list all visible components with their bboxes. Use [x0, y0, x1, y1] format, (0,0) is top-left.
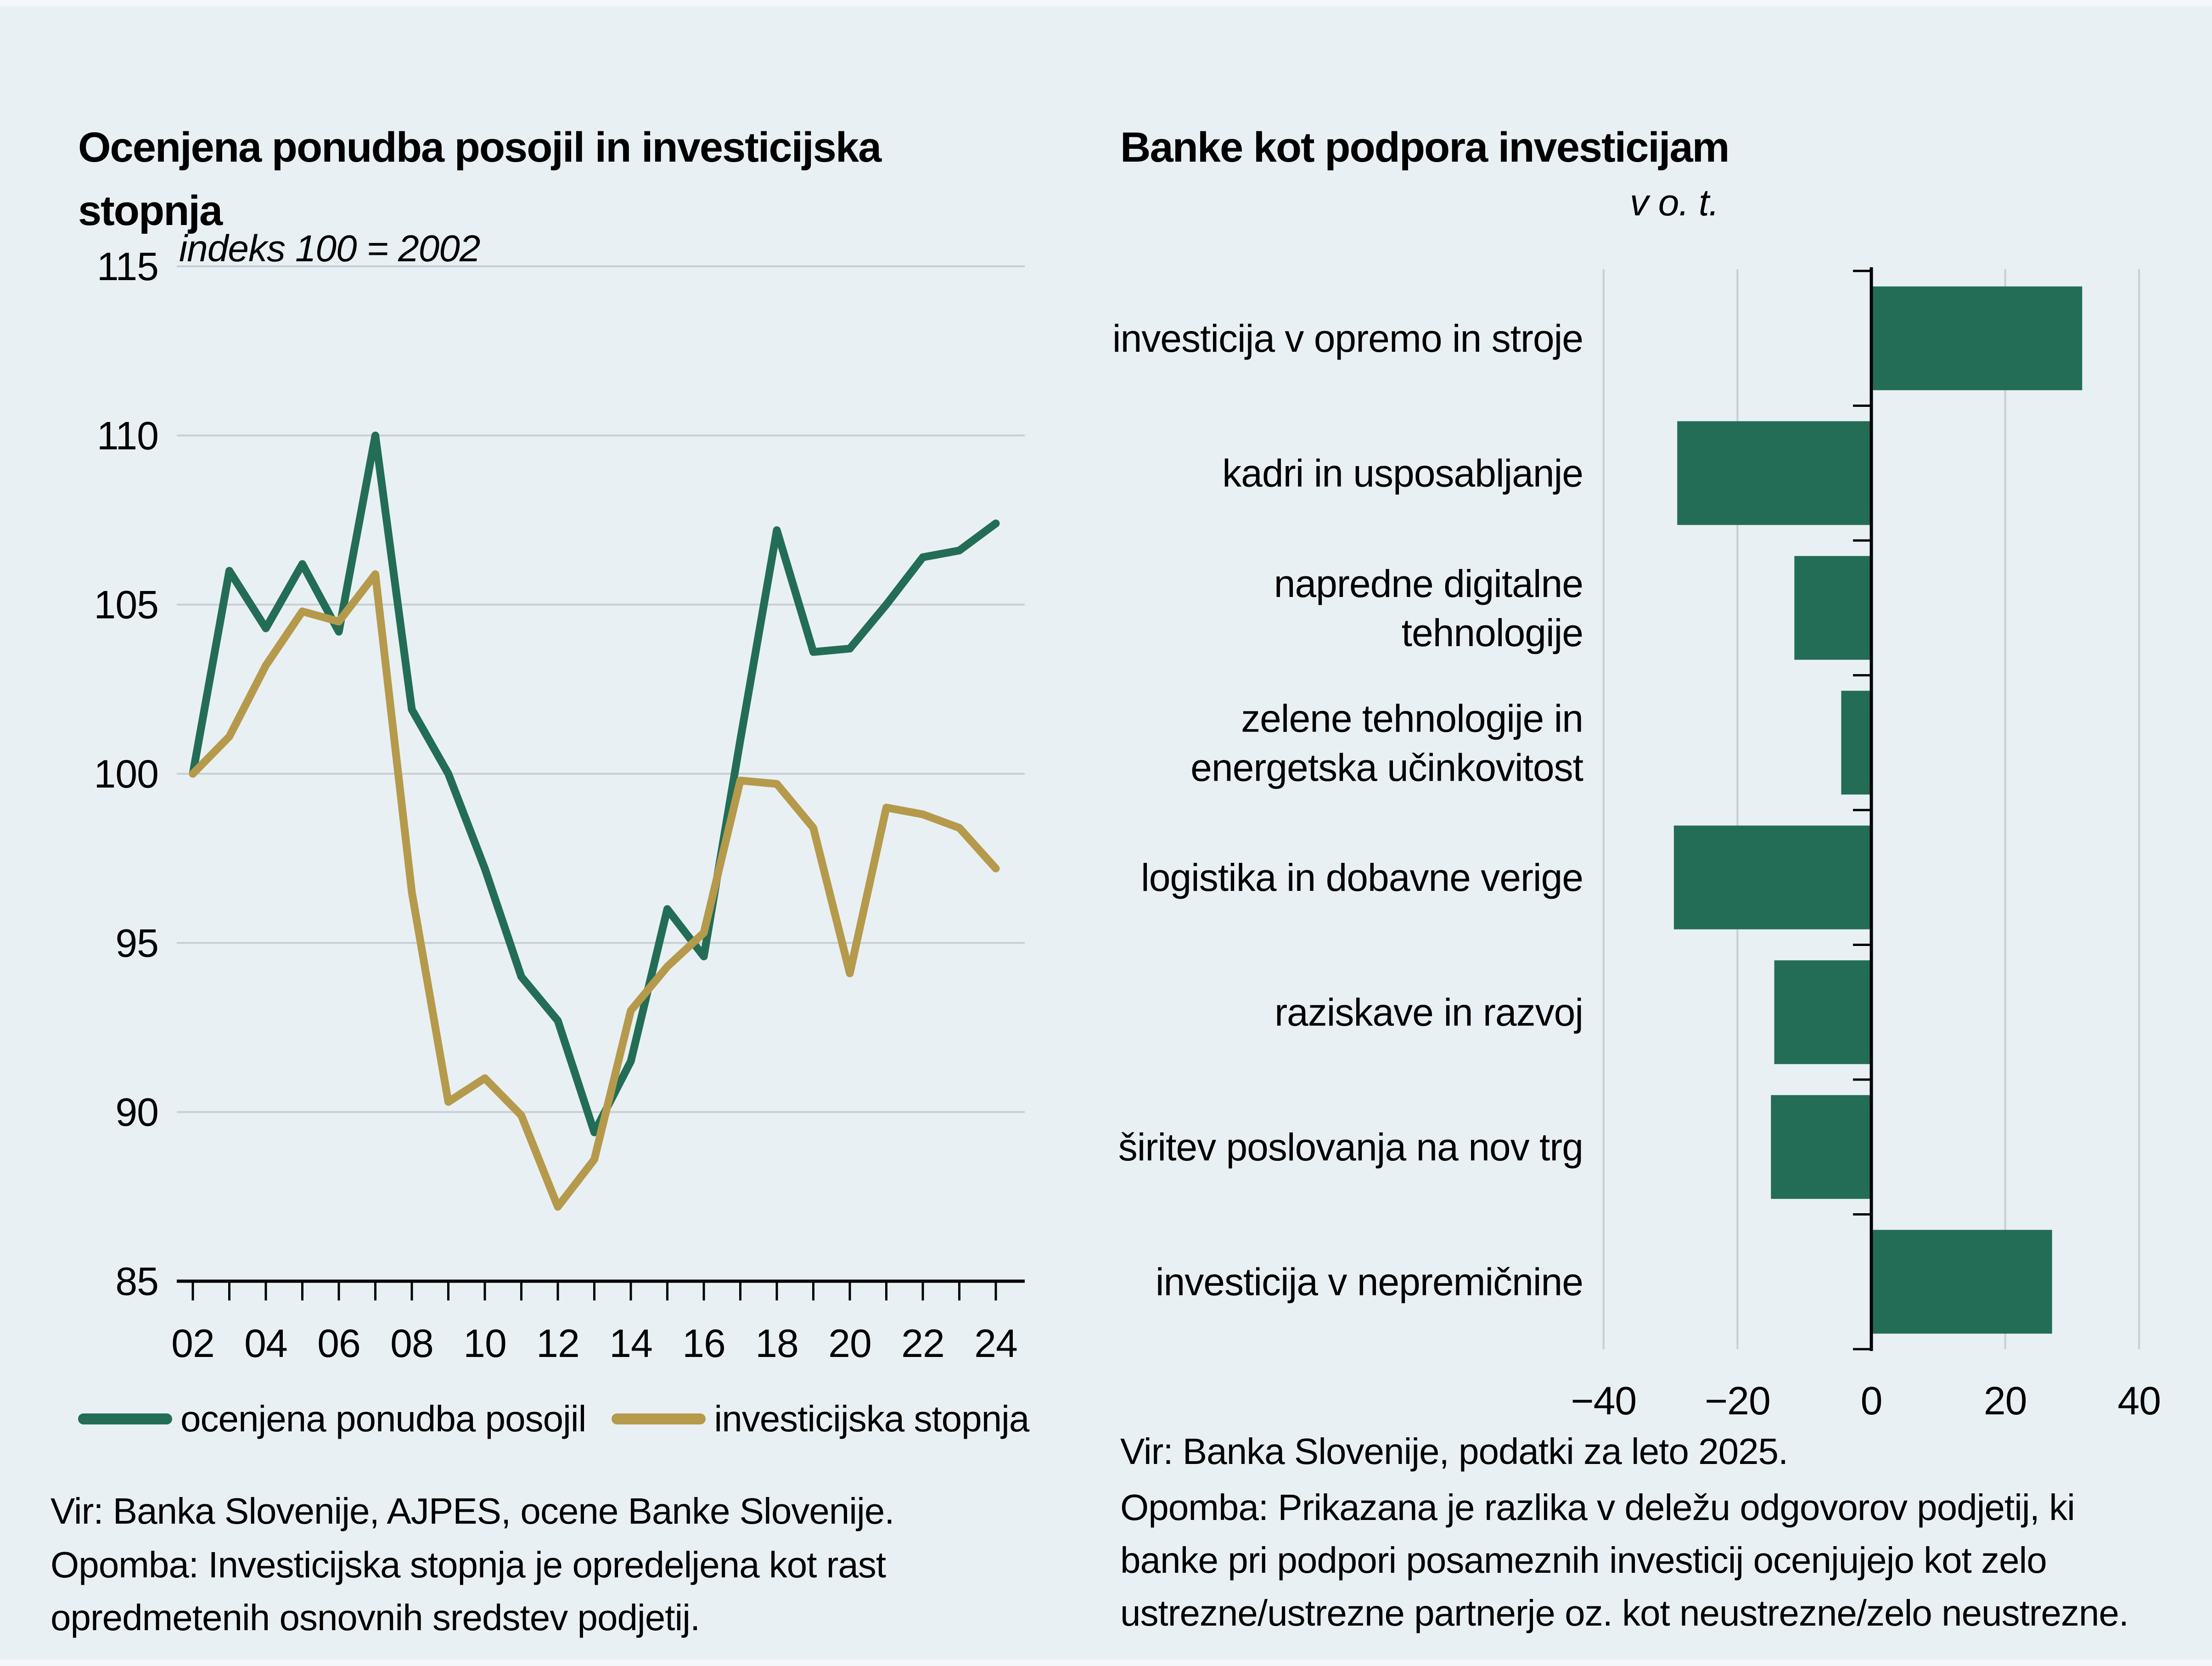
svg-text:20: 20 — [828, 1322, 871, 1366]
line-series-investicijska-stopnja — [189, 570, 1000, 1211]
bar-3 — [1841, 691, 1871, 795]
svg-text:40: 40 — [2117, 1379, 2161, 1423]
right-note-text: Opomba: Prikazana je razlika v deležu od… — [1120, 1487, 2129, 1634]
category-label-5: raziskave in razvoj — [1274, 991, 1583, 1034]
category-label-4: logistika in dobavne verige — [1141, 856, 1583, 899]
legend-item-ocenjena: ocenjena ponudba posojil — [78, 1398, 586, 1440]
bar-0 — [1871, 286, 2083, 390]
bar-2 — [1794, 556, 1871, 660]
line-chart-gridlines — [177, 265, 1025, 1113]
bottom-edge-strip — [0, 1660, 2212, 1666]
svg-text:−40: −40 — [1571, 1379, 1636, 1423]
bar-7 — [1871, 1230, 2052, 1334]
svg-text:100: 100 — [94, 752, 159, 796]
svg-text:0: 0 — [1861, 1379, 1882, 1423]
svg-text:85: 85 — [115, 1260, 158, 1304]
svg-text:04: 04 — [244, 1322, 287, 1366]
line-chart: 02 04 06 08 10 12 14 16 18 20 22 24 85 90 95 100 105 110 1… — [94, 245, 1025, 1366]
category-label-1: kadri in usposabljanje — [1222, 451, 1583, 495]
right-chart-title: Banke kot podpora investicijam — [1120, 124, 1729, 171]
bar-1 — [1677, 421, 1871, 525]
category-label-2: napredne digitalne tehnologije — [1274, 562, 1583, 654]
svg-text:10: 10 — [463, 1322, 506, 1366]
left-source-text: Vir: Banka Slovenije, AJPES, ocene Banke… — [51, 1491, 895, 1531]
svg-text:06: 06 — [317, 1322, 360, 1366]
category-label-7: investicija v nepremičnine — [1156, 1260, 1583, 1303]
svg-text:24: 24 — [974, 1322, 1017, 1366]
bar-6 — [1771, 1095, 1871, 1199]
bar-chart-x-tick-labels: −40 −20 0 20 40 — [1571, 1379, 2161, 1423]
svg-text:16: 16 — [682, 1322, 725, 1366]
left-chart-subtitle: indeks 100 = 2002 — [179, 228, 480, 270]
svg-text:12: 12 — [536, 1322, 579, 1366]
left-chart-title: Ocenjena ponudba posojil in investicijsk… — [78, 124, 881, 234]
line-chart-y-tick-labels: 85 90 95 100 105 110 115 — [94, 245, 159, 1304]
right-chart-unit-label: v o. t. — [1630, 182, 1719, 224]
category-label-3: zelene tehnologije in energetska učinkovi… — [1190, 697, 1583, 789]
bar-chart-category-labels: investicija v opremo in stroje kadri in u… — [1112, 317, 1584, 1304]
bar-chart: investicija v opremo in stroje kadri in u… — [1112, 267, 2161, 1423]
right-source-text: Vir: Banka Slovenije, podatki za leto 20… — [1120, 1431, 1788, 1472]
svg-text:20: 20 — [1984, 1379, 2027, 1423]
svg-text:08: 08 — [390, 1322, 433, 1366]
category-label-0: investicija v opremo in stroje — [1112, 317, 1583, 360]
bar-5 — [1774, 960, 1871, 1064]
line-series-ocenjena-ponudba-posojil — [189, 431, 1000, 1137]
top-edge-strip — [0, 0, 2212, 6]
legend-swatch-green — [78, 1413, 172, 1424]
svg-text:18: 18 — [755, 1322, 798, 1366]
bar-chart-bars — [1673, 286, 2083, 1334]
svg-text:22: 22 — [901, 1322, 944, 1366]
line-chart-x-tick-labels: 02 04 06 08 10 12 14 16 18 20 22 24 — [171, 1322, 1018, 1366]
svg-text:14: 14 — [609, 1322, 652, 1366]
svg-text:115: 115 — [97, 245, 158, 289]
legend-swatch-gold — [612, 1413, 706, 1424]
svg-text:95: 95 — [115, 921, 158, 965]
bar-chart-zero-axis — [1853, 267, 1873, 1351]
svg-text:90: 90 — [115, 1091, 158, 1135]
svg-text:−20: −20 — [1705, 1379, 1770, 1423]
legend-label: investicijska stopnja — [714, 1398, 1029, 1439]
legend-item-investicijska: investicijska stopnja — [612, 1398, 1029, 1440]
line-chart-legend: ocenjena ponudba posojil investicijska s… — [78, 1391, 1097, 1446]
svg-text:110: 110 — [97, 414, 158, 458]
bar-4 — [1673, 825, 1871, 929]
legend-label: ocenjena ponudba posojil — [180, 1398, 586, 1439]
bar-chart-gridlines — [1602, 269, 2140, 1349]
line-chart-x-axis — [177, 1279, 1025, 1300]
svg-text:02: 02 — [171, 1322, 214, 1366]
category-label-6: širitev poslovanja na nov trg — [1118, 1126, 1583, 1169]
svg-text:105: 105 — [94, 583, 159, 627]
left-note-text: Opomba: Investicijska stopnja je opredel… — [51, 1544, 886, 1638]
